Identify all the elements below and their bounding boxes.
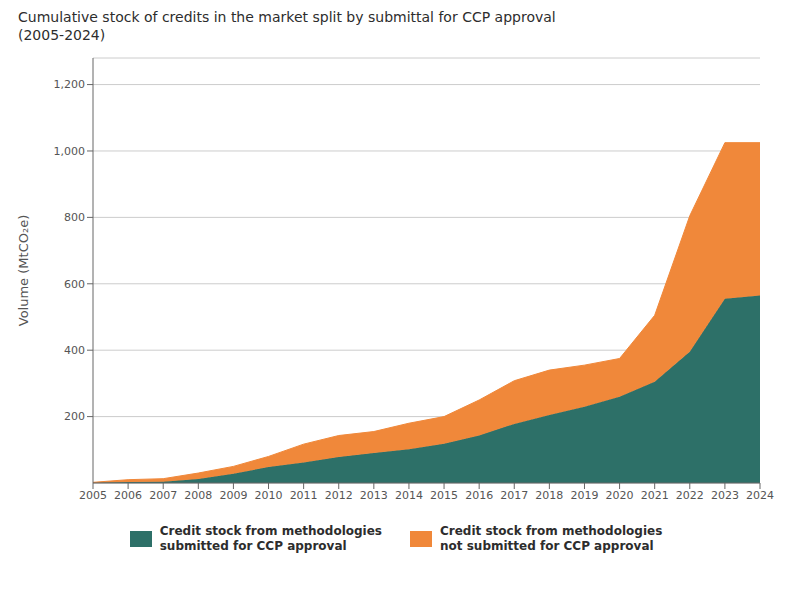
svg-text:600: 600 [64, 278, 85, 291]
svg-text:2020: 2020 [606, 489, 634, 502]
svg-text:2017: 2017 [500, 489, 528, 502]
svg-text:1,200: 1,200 [54, 78, 86, 91]
html-text:Credit stock from methodologie: Credit stock from methodologies submitte… [159, 524, 382, 553]
svg-text:200: 200 [64, 410, 85, 423]
svg-text:2008: 2008 [184, 489, 212, 502]
svg-text:400: 400 [64, 344, 85, 357]
html-text:Credit stock from methodologie: Credit stock from methodologies not subm… [440, 524, 663, 553]
svg-text:2013: 2013 [360, 489, 388, 502]
svg-text:2022: 2022 [676, 489, 704, 502]
svg-text:2023: 2023 [711, 489, 739, 502]
svg-text:2006: 2006 [114, 489, 142, 502]
svg-text:2019: 2019 [570, 489, 598, 502]
svg-text:2005: 2005 [79, 489, 107, 502]
svg-text:2021: 2021 [641, 489, 669, 502]
svg-text:2016: 2016 [465, 489, 493, 502]
svg-text:2012: 2012 [325, 489, 353, 502]
svg-text:2007: 2007 [149, 489, 177, 502]
svg-text:800: 800 [64, 211, 85, 224]
svg-text:2014: 2014 [395, 489, 423, 502]
svg-text:2018: 2018 [535, 489, 563, 502]
html-text:Cumulative stock of credits in: Cumulative stock of credits in the marke… [18, 9, 556, 43]
svg-text:2011: 2011 [290, 489, 318, 502]
svg-text:1,000: 1,000 [54, 145, 86, 158]
svg-text:2024: 2024 [746, 489, 774, 502]
svg-text:2009: 2009 [219, 489, 247, 502]
svg-text:Volume (MtCO₂e): Volume (MtCO₂e) [16, 215, 31, 326]
svg-text:2015: 2015 [430, 489, 458, 502]
svg-text:2010: 2010 [255, 489, 283, 502]
